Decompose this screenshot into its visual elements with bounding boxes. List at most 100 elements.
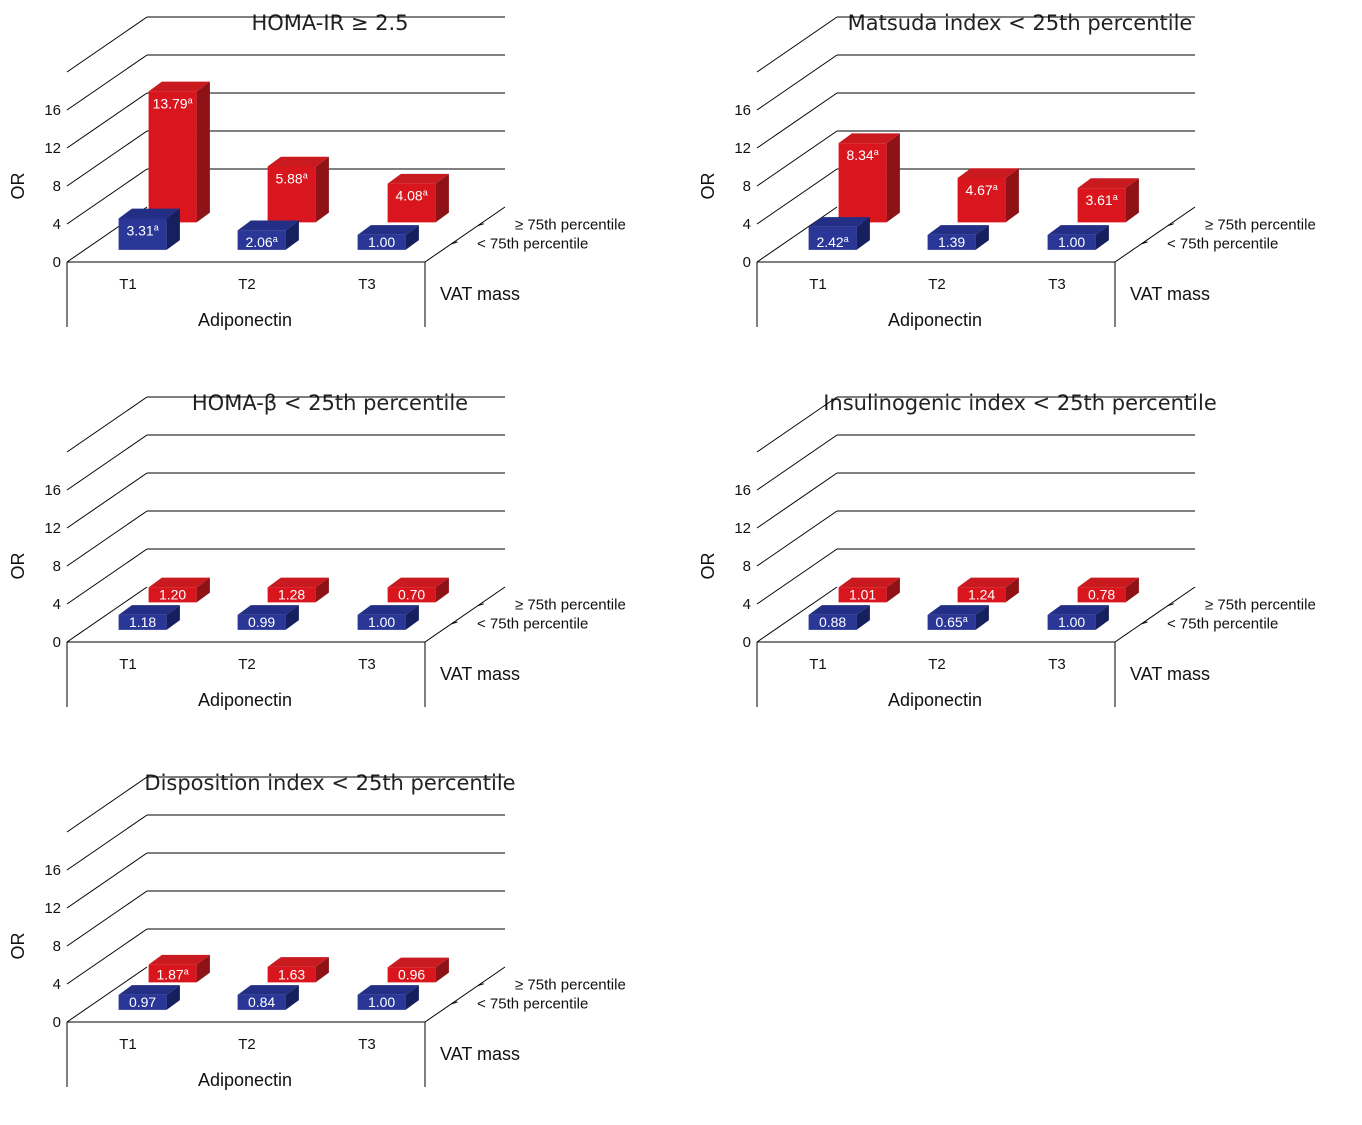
y-tick-label: 4 [53,216,61,233]
bar-high-t3: 0.78 [1077,577,1139,603]
bar-top-face [1047,605,1109,615]
side-wall-gridline [756,472,838,529]
data-label: 2.42a [816,234,848,250]
data-label: 1.00 [368,994,395,1010]
chart-title: Disposition index < 25th percentile [144,771,515,795]
bar-front-face [808,226,857,250]
depth-tick [1167,223,1174,227]
x-tick-label: T1 [119,1036,137,1053]
bar-low-t2: 2.06a [237,220,299,250]
y-axis-label: OR [698,552,718,579]
y-tick-label: 8 [53,558,61,575]
bar-side-face [285,605,299,630]
bar-front-face [927,614,976,630]
side-wall-gridline [756,16,838,73]
data-label: 0.65a [935,614,967,630]
bar-low-t3: 1.00 [357,605,419,630]
bar-top-face [357,985,419,995]
y-tick-label: 0 [53,1014,61,1031]
bar-front-face [237,994,286,1010]
bar-low-t3: 1.00 [1047,225,1109,250]
x-tick-label: T2 [928,656,946,673]
side-wall-gridline [756,206,838,263]
bar-top-face [387,577,449,588]
depth-axis-label: VAT mass [440,664,520,684]
data-label: 8.34a [846,147,878,163]
x-tick-label: T3 [1048,276,1066,293]
bar-front-face [357,614,406,630]
bar-front-face [118,994,167,1010]
bar-high-t1: 8.34a [838,133,900,223]
y-axis-label: OR [8,552,28,579]
side-wall-gridline [66,548,148,605]
side-wall-gridline [66,586,148,643]
bar-side-face [1005,577,1019,603]
bar-side-face [405,985,419,1010]
floor-right-edge [1114,586,1196,643]
depth-tick [451,241,458,245]
data-label: 0.96 [398,966,425,982]
bar-low-t1: 0.97 [118,985,180,1010]
y-tick-label: 12 [734,140,751,157]
bar-low-t1: 1.18 [118,605,180,630]
bar-top-face [357,605,419,615]
y-tick-label: 16 [734,482,751,499]
series-label-high: ≥ 75th percentile [1205,217,1316,234]
bar-top-face [838,133,900,144]
data-label: 4.67a [965,182,997,198]
side-wall-gridline [756,168,838,225]
bar-high-t1: 1.01 [838,577,900,603]
bar-front-face [148,91,197,223]
bar-low-t3: 1.00 [357,225,419,250]
x-axis-label: Adiponectin [888,690,982,710]
bar-side-face [196,577,210,603]
y-tick-label: 8 [743,178,751,195]
bar-top-face [808,217,870,227]
bar-side-face [285,220,299,250]
bar-top-face [118,605,180,615]
x-tick-label: T1 [119,276,137,293]
data-label: 1.00 [368,234,395,250]
y-tick-label: 0 [743,634,751,651]
bar-top-face [118,985,180,995]
depth-tick [477,223,484,227]
data-label: 3.61a [1085,192,1117,208]
side-wall-gridline [66,890,148,947]
side-wall-gridline [66,92,148,149]
side-wall-gridline [66,776,148,833]
x-axis-label: Adiponectin [198,690,292,710]
bar-top-face [357,225,419,235]
x-tick-label: T2 [238,276,256,293]
data-label: 0.84 [248,994,275,1010]
side-wall-gridline [756,586,838,643]
bar-low-t3: 1.00 [1047,605,1109,630]
bar-high-t3: 0.96 [387,957,449,983]
x-tick-label: T2 [238,1036,256,1053]
bar-front-face [357,994,406,1010]
bar-high-t3: 0.70 [387,577,449,603]
chart-panel-matsuda: Matsuda index < 25th percentile 0 4 8 12 16 OR… [690,0,1362,365]
bar-low-t1: 2.42a [808,217,870,250]
bar-front-face [148,964,197,983]
bar-side-face [886,577,900,603]
bar-side-face [1125,178,1139,223]
data-label: 1.00 [1058,234,1085,250]
x-tick-label: T2 [238,656,256,673]
chart-panel-homa-ir: HOMA-IR ≥ 2.5 0 4 8 12 16 OR T1 T2 T3 Adiponectin V… [0,0,680,365]
bar-front-face [237,614,286,630]
series-label-high: ≥ 75th percentile [515,977,626,994]
bar-top-face [927,225,989,235]
y-tick-label: 4 [53,976,61,993]
y-tick-label: 16 [734,102,751,119]
bar-front-face [387,587,436,603]
bar-front-face [1047,234,1096,250]
bar-low-t1: 0.88 [808,605,870,630]
side-wall-gridline [66,472,148,529]
data-label: 0.97 [129,994,156,1010]
chart-title: Insulinogenic index < 25th percentile [823,391,1217,415]
side-wall-gridline [66,54,148,111]
bar-low-t2: 0.84 [237,985,299,1010]
floor-right-edge [424,206,506,263]
side-wall-gridline [756,92,838,149]
data-label: 13.79a [153,95,193,111]
